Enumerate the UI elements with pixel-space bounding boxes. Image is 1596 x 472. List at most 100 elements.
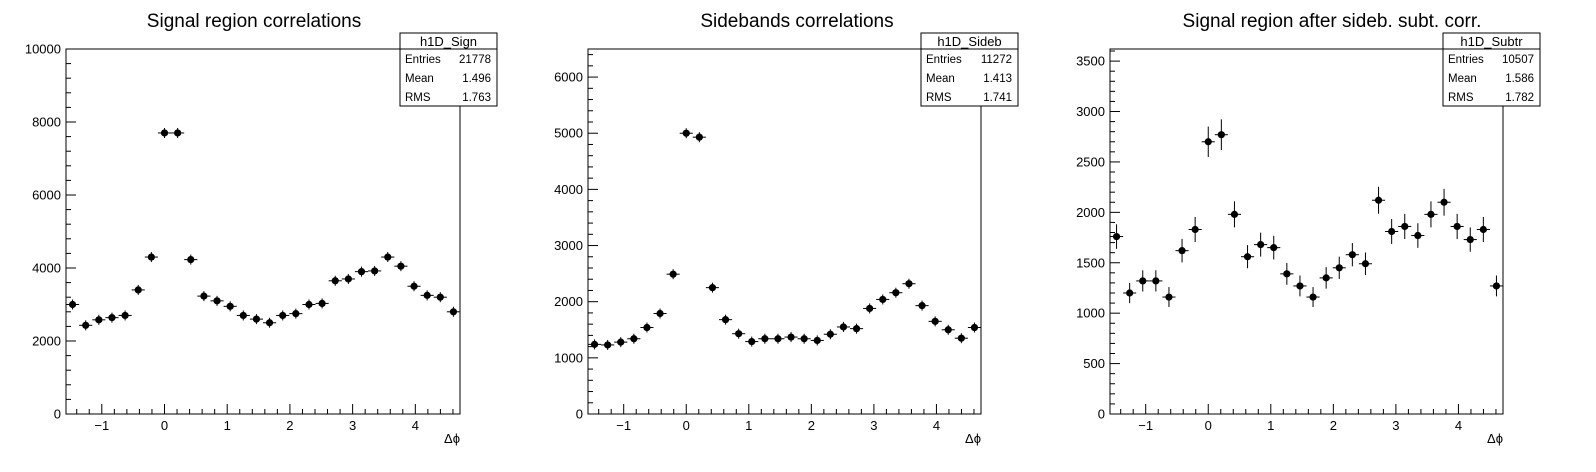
data-point: [1398, 213, 1412, 240]
data-point: [705, 282, 720, 293]
data-point: [797, 333, 811, 344]
data-point: [328, 275, 342, 286]
data-point: [236, 310, 250, 321]
data-point: [315, 298, 329, 309]
plot-frame: [1109, 48, 1504, 415]
x-axis-label: Δϕ: [444, 431, 460, 446]
x-tick-label: 2: [286, 418, 293, 433]
y-tick-label: 0: [54, 407, 61, 422]
data-point: [653, 308, 667, 319]
data-point: [1201, 126, 1215, 157]
x-tick-label: 1: [224, 418, 231, 433]
data-point: [1254, 232, 1268, 257]
stats-value: 11272: [981, 54, 1012, 66]
data-point: [381, 252, 395, 263]
x-tick-label: 4: [412, 418, 419, 433]
data-point: [784, 332, 798, 343]
data-point: [1162, 287, 1176, 307]
x-tick-label: 2: [1330, 418, 1337, 433]
y-tick-label: 3000: [1076, 104, 1105, 119]
y-tick-label: 8000: [32, 115, 61, 130]
data-point: [640, 322, 654, 333]
stats-value: 1.763: [462, 92, 491, 104]
stats-box-title: h1D_Sign: [420, 34, 477, 49]
stats-value: 1.782: [1505, 92, 1534, 104]
x-tick-label: 1: [1267, 418, 1274, 433]
data-point: [810, 335, 824, 346]
data-point: [144, 252, 158, 263]
data-point: [771, 333, 785, 344]
y-tick-label: 3500: [1076, 54, 1105, 69]
stats-value: 10507: [1502, 54, 1534, 66]
x-tick-label: 1: [745, 418, 752, 433]
stats-box-title: h1D_Subtr: [1460, 34, 1523, 49]
data-point: [679, 128, 693, 139]
data-point: [823, 329, 837, 340]
data-point: [341, 273, 355, 284]
stats-label: Entries: [405, 54, 441, 66]
data-point: [171, 127, 185, 138]
y-tick-label: 1500: [1076, 255, 1105, 270]
stats-value: 1.413: [983, 73, 1012, 85]
data-point: [876, 294, 890, 305]
data-point: [1109, 224, 1124, 249]
data-point: [433, 292, 447, 303]
x-axis-label: Δϕ: [1487, 431, 1503, 446]
data-point: [407, 281, 421, 292]
data-point: [1385, 219, 1399, 244]
data-point: [889, 287, 903, 298]
data-point: [1437, 188, 1451, 216]
y-tick-label: 500: [1083, 356, 1105, 371]
data-point: [836, 321, 851, 332]
stats-label: Mean: [1448, 73, 1477, 85]
data-point: [941, 324, 955, 335]
data-point: [1450, 213, 1464, 240]
x-tick-label: 4: [1455, 418, 1462, 433]
data-point: [1214, 119, 1228, 151]
data-point: [1319, 267, 1333, 289]
data-point: [745, 336, 759, 347]
chart-panel-3: Signal region after sideb. subt. corr. −1…: [1076, 11, 1541, 446]
data-point: [289, 308, 303, 319]
data-point: [849, 323, 864, 334]
data-point: [1175, 238, 1189, 263]
stats-label: Mean: [926, 73, 955, 85]
data-point: [131, 284, 145, 295]
y-tick-label: 6000: [554, 70, 583, 85]
stats-label: RMS: [405, 92, 431, 104]
x-tick-label: 3: [870, 418, 877, 433]
stats-value: 1.586: [1505, 73, 1534, 85]
y-tick-label: 1000: [1076, 306, 1105, 321]
data-point: [666, 269, 680, 280]
x-tick-label: 0: [1205, 418, 1212, 433]
data-point: [1267, 235, 1281, 260]
chart-panel-2: Sidebands correlations −1 0 1 2 3 4 0 1000 2000 30…: [554, 11, 1019, 446]
y-tick-label: 2000: [554, 294, 583, 309]
data-point: [420, 290, 434, 301]
data-point: [1332, 256, 1346, 279]
data-point: [118, 310, 132, 321]
y-tick-label: 10000: [25, 42, 61, 57]
data-point: [1424, 201, 1438, 228]
x-tick-label: 3: [1392, 418, 1399, 433]
data-point: [1306, 287, 1320, 307]
x-tick-label: 4: [933, 418, 940, 433]
data-point: [627, 333, 641, 344]
y-tick-label: 5000: [554, 126, 583, 141]
data-point: [692, 132, 706, 143]
y-tick-label: 4000: [554, 182, 583, 197]
x-tick-label: −1: [94, 418, 109, 433]
chart-panel-1: Signal region correlations −1 0 1 2 3 4 0 2000 40…: [25, 11, 498, 446]
data-point: [718, 314, 733, 325]
data-point: [1463, 227, 1477, 252]
y-tick-label: 4000: [32, 261, 61, 276]
x-tick-label: 0: [683, 418, 690, 433]
data-point: [92, 314, 106, 325]
stats-label: RMS: [1448, 92, 1474, 104]
stats-box: h1D_Sign Entries 21778 Mean 1.496 RMS 1.763: [399, 32, 498, 107]
data-point: [1149, 270, 1163, 292]
data-point: [184, 254, 198, 265]
data-point: [732, 328, 746, 339]
data-point: [1240, 245, 1255, 269]
